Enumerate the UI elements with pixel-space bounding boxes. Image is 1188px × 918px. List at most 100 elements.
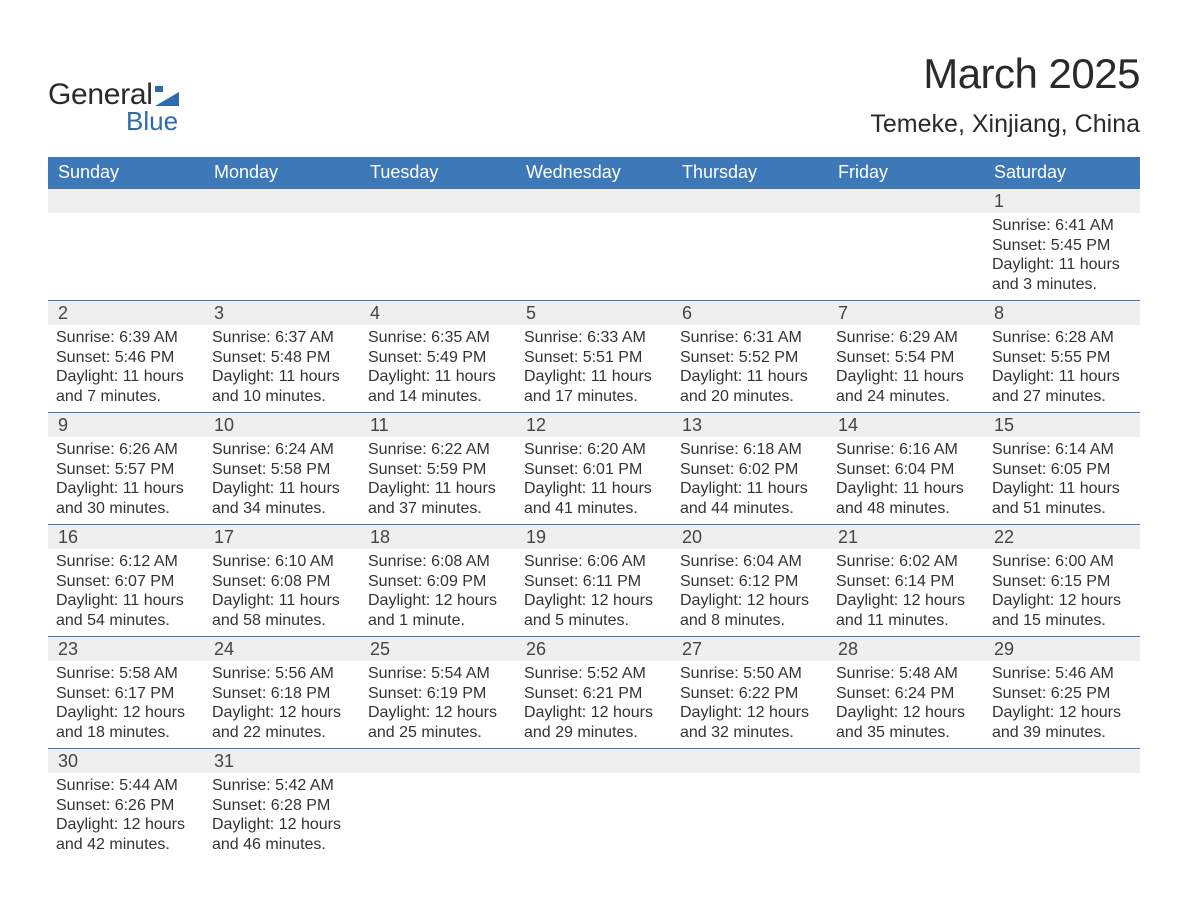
day-data: Sunrise: 6:06 AMSunset: 6:11 PMDaylight:… (516, 549, 672, 636)
week-row: 9Sunrise: 6:26 AMSunset: 5:57 PMDaylight… (48, 413, 1140, 525)
daylight-text-line1: Daylight: 12 hours (524, 591, 664, 611)
daylight-text-line1: Daylight: 11 hours (56, 367, 196, 387)
daylight-text-line1: Daylight: 11 hours (836, 367, 976, 387)
daylight-text-line2: and 25 minutes. (368, 723, 508, 743)
daylight-text-line2: and 30 minutes. (56, 499, 196, 519)
day-cell: 15Sunrise: 6:14 AMSunset: 6:05 PMDayligh… (984, 413, 1140, 524)
sunrise-text: Sunrise: 6:16 AM (836, 440, 976, 460)
day-data (672, 213, 828, 222)
logo-mark-icon (155, 86, 179, 106)
sunset-text: Sunset: 6:14 PM (836, 572, 976, 592)
daylight-text-line1: Daylight: 11 hours (56, 591, 196, 611)
sunset-text: Sunset: 6:05 PM (992, 460, 1132, 480)
day-cell: 16Sunrise: 6:12 AMSunset: 6:07 PMDayligh… (48, 525, 204, 636)
daylight-text-line1: Daylight: 11 hours (992, 479, 1132, 499)
sunset-text: Sunset: 6:18 PM (212, 684, 352, 704)
day-cell: 9Sunrise: 6:26 AMSunset: 5:57 PMDaylight… (48, 413, 204, 524)
sunset-text: Sunset: 5:54 PM (836, 348, 976, 368)
weekday-header: Sunday (48, 157, 204, 189)
sunrise-text: Sunrise: 5:44 AM (56, 776, 196, 796)
daylight-text-line2: and 37 minutes. (368, 499, 508, 519)
daylight-text-line2: and 46 minutes. (212, 835, 352, 855)
daylight-text-line1: Daylight: 11 hours (836, 479, 976, 499)
day-data: Sunrise: 6:39 AMSunset: 5:46 PMDaylight:… (48, 325, 204, 412)
day-cell: 8Sunrise: 6:28 AMSunset: 5:55 PMDaylight… (984, 301, 1140, 412)
sunrise-text: Sunrise: 5:54 AM (368, 664, 508, 684)
daylight-text-line1: Daylight: 12 hours (680, 703, 820, 723)
day-number: 9 (48, 413, 204, 437)
day-data: Sunrise: 6:00 AMSunset: 6:15 PMDaylight:… (984, 549, 1140, 636)
day-number: 17 (204, 525, 360, 549)
day-cell: 14Sunrise: 6:16 AMSunset: 6:04 PMDayligh… (828, 413, 984, 524)
day-cell: 18Sunrise: 6:08 AMSunset: 6:09 PMDayligh… (360, 525, 516, 636)
sunrise-text: Sunrise: 6:35 AM (368, 328, 508, 348)
day-data (828, 213, 984, 222)
day-cell: 19Sunrise: 6:06 AMSunset: 6:11 PMDayligh… (516, 525, 672, 636)
day-data: Sunrise: 5:54 AMSunset: 6:19 PMDaylight:… (360, 661, 516, 748)
day-number: 31 (204, 749, 360, 773)
day-cell: 29Sunrise: 5:46 AMSunset: 6:25 PMDayligh… (984, 637, 1140, 748)
sunset-text: Sunset: 6:19 PM (368, 684, 508, 704)
week-row: 1Sunrise: 6:41 AMSunset: 5:45 PMDaylight… (48, 189, 1140, 301)
day-number (48, 189, 204, 213)
sunrise-text: Sunrise: 6:02 AM (836, 552, 976, 572)
sunset-text: Sunset: 6:09 PM (368, 572, 508, 592)
day-cell: 10Sunrise: 6:24 AMSunset: 5:58 PMDayligh… (204, 413, 360, 524)
day-cell: 12Sunrise: 6:20 AMSunset: 6:01 PMDayligh… (516, 413, 672, 524)
day-data: Sunrise: 6:18 AMSunset: 6:02 PMDaylight:… (672, 437, 828, 524)
daylight-text-line2: and 51 minutes. (992, 499, 1132, 519)
weekday-header: Saturday (984, 157, 1140, 189)
daylight-text-line1: Daylight: 11 hours (212, 591, 352, 611)
day-data: Sunrise: 5:56 AMSunset: 6:18 PMDaylight:… (204, 661, 360, 748)
day-number: 22 (984, 525, 1140, 549)
day-data (48, 213, 204, 222)
day-data (516, 213, 672, 222)
sunrise-text: Sunrise: 6:41 AM (992, 216, 1132, 236)
sunrise-text: Sunrise: 6:00 AM (992, 552, 1132, 572)
daylight-text-line1: Daylight: 12 hours (368, 703, 508, 723)
day-cell (672, 189, 828, 300)
weekday-header: Thursday (672, 157, 828, 189)
day-number (672, 749, 828, 773)
daylight-text-line1: Daylight: 12 hours (56, 703, 196, 723)
daylight-text-line1: Daylight: 11 hours (212, 479, 352, 499)
day-data: Sunrise: 6:24 AMSunset: 5:58 PMDaylight:… (204, 437, 360, 524)
day-number: 26 (516, 637, 672, 661)
sunrise-text: Sunrise: 6:12 AM (56, 552, 196, 572)
sunset-text: Sunset: 6:07 PM (56, 572, 196, 592)
sunrise-text: Sunrise: 6:33 AM (524, 328, 664, 348)
sunrise-text: Sunrise: 6:14 AM (992, 440, 1132, 460)
day-data: Sunrise: 6:10 AMSunset: 6:08 PMDaylight:… (204, 549, 360, 636)
day-number: 5 (516, 301, 672, 325)
sunset-text: Sunset: 5:55 PM (992, 348, 1132, 368)
day-cell: 22Sunrise: 6:00 AMSunset: 6:15 PMDayligh… (984, 525, 1140, 636)
daylight-text-line1: Daylight: 11 hours (524, 367, 664, 387)
daylight-text-line2: and 17 minutes. (524, 387, 664, 407)
daylight-text-line2: and 58 minutes. (212, 611, 352, 631)
day-number: 18 (360, 525, 516, 549)
sunset-text: Sunset: 6:04 PM (836, 460, 976, 480)
day-number (360, 189, 516, 213)
day-cell: 1Sunrise: 6:41 AMSunset: 5:45 PMDaylight… (984, 189, 1140, 300)
daylight-text-line1: Daylight: 11 hours (680, 479, 820, 499)
sunrise-text: Sunrise: 6:18 AM (680, 440, 820, 460)
day-number: 2 (48, 301, 204, 325)
daylight-text-line2: and 41 minutes. (524, 499, 664, 519)
daylight-text-line2: and 48 minutes. (836, 499, 976, 519)
daylight-text-line2: and 39 minutes. (992, 723, 1132, 743)
day-cell: 17Sunrise: 6:10 AMSunset: 6:08 PMDayligh… (204, 525, 360, 636)
day-data: Sunrise: 6:12 AMSunset: 6:07 PMDaylight:… (48, 549, 204, 636)
day-data: Sunrise: 5:52 AMSunset: 6:21 PMDaylight:… (516, 661, 672, 748)
daylight-text-line1: Daylight: 12 hours (212, 703, 352, 723)
day-cell: 11Sunrise: 6:22 AMSunset: 5:59 PMDayligh… (360, 413, 516, 524)
day-cell: 20Sunrise: 6:04 AMSunset: 6:12 PMDayligh… (672, 525, 828, 636)
sunset-text: Sunset: 6:15 PM (992, 572, 1132, 592)
day-data: Sunrise: 6:22 AMSunset: 5:59 PMDaylight:… (360, 437, 516, 524)
day-data: Sunrise: 6:35 AMSunset: 5:49 PMDaylight:… (360, 325, 516, 412)
day-cell (672, 749, 828, 860)
week-row: 30Sunrise: 5:44 AMSunset: 6:26 PMDayligh… (48, 749, 1140, 860)
daylight-text-line2: and 34 minutes. (212, 499, 352, 519)
day-data: Sunrise: 5:58 AMSunset: 6:17 PMDaylight:… (48, 661, 204, 748)
daylight-text-line1: Daylight: 12 hours (836, 703, 976, 723)
day-data (360, 773, 516, 782)
